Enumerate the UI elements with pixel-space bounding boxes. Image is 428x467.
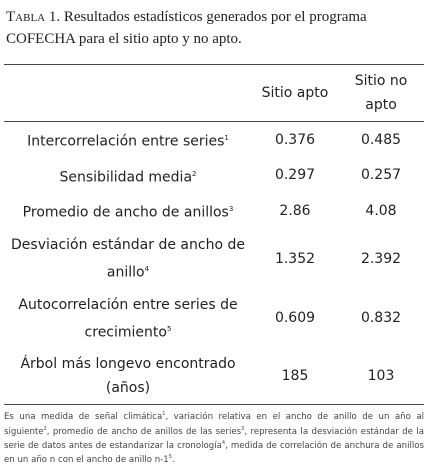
value-cell: 0.609 [274, 310, 316, 327]
value-cell: 4.08 [365, 203, 397, 220]
empty-header [4, 65, 252, 122]
footnote-text: , promedio de ancho de anillos de las se… [46, 426, 242, 437]
row-label-cell: Promedio de ancho de anillos3 [4, 193, 252, 229]
value-cell: 0.832 [360, 310, 402, 327]
value-cell: 2.392 [360, 250, 402, 267]
footnote: Es una medida de señal climática1, varia… [4, 409, 424, 466]
row-label-cell: Desviación estándar de ancho de anillo4 [4, 229, 252, 289]
value-cell: 0.257 [360, 167, 402, 184]
row-label: Promedio de ancho de anillos [22, 204, 229, 221]
value-cell: 103 [367, 368, 395, 385]
value-cell: 0.376 [274, 131, 316, 148]
footnote-ref: 5 [166, 324, 172, 333]
table-row: Promedio de ancho de anillos3 2.86 4.08 [4, 193, 424, 229]
footnote-ref: 1 [162, 411, 166, 418]
table-row: Árbol más longevo encontrado (años) 185 10… [4, 348, 424, 405]
row-label-cell: Intercorrelación entre series1 [4, 122, 252, 158]
table-row: Sensibilidad media2 0.297 0.257 [4, 158, 424, 194]
row-label-cell: Sensibilidad media2 [4, 158, 252, 194]
value-cell: 0.297 [274, 167, 316, 184]
caption-text: Resultados estadísticos generados por el… [6, 9, 367, 47]
value-cell: 1.352 [274, 250, 316, 267]
table-body: Intercorrelación entre series1 0.376 0.485… [4, 122, 424, 405]
row-label-cell: Árbol más longevo encontrado (años) [4, 348, 252, 405]
table-row: Autocorrelación entre series de crecimie… [4, 289, 424, 349]
column-header: Sitio apto [261, 85, 329, 101]
table-caption: Tabla 1. Resultados estadísticos generad… [6, 6, 420, 50]
value-cell: 185 [281, 368, 309, 385]
row-label-cell: Autocorrelación entre series de crecimie… [4, 289, 252, 349]
page: Tabla 1. Resultados estadísticos generad… [0, 6, 428, 465]
row-label: Sensibilidad media [59, 169, 193, 186]
footnote-ref: 1 [224, 134, 229, 142]
header-row: Sitio apto Sitio no apto [4, 64, 424, 122]
row-label: Desviación estándar de ancho de anillo [11, 236, 245, 281]
footnote-ref: 3 [228, 205, 234, 214]
column-header: Sitio no apto [354, 73, 408, 113]
table-row: Desviación estándar de ancho de anillo4 1… [4, 229, 424, 289]
value-cell: 2.86 [279, 203, 311, 220]
footnote-text: Es una medida de señal climática [4, 412, 163, 423]
results-table: Sitio apto Sitio no apto Intercorrelación… [4, 64, 424, 405]
caption-label: Tabla 1. [6, 9, 61, 25]
footnote-ref: 4 [144, 264, 150, 273]
footnote-ref: 2 [192, 169, 197, 178]
footnote-text: . [171, 455, 175, 466]
row-label: Autocorrelación entre series de crecimie… [18, 296, 238, 341]
value-cell: 0.485 [360, 131, 402, 148]
row-label: Árbol más longevo encontrado (años) [20, 356, 236, 397]
row-label: Intercorrelación entre series [27, 133, 225, 150]
table-row: Intercorrelación entre series1 0.376 0.485 [4, 122, 424, 158]
